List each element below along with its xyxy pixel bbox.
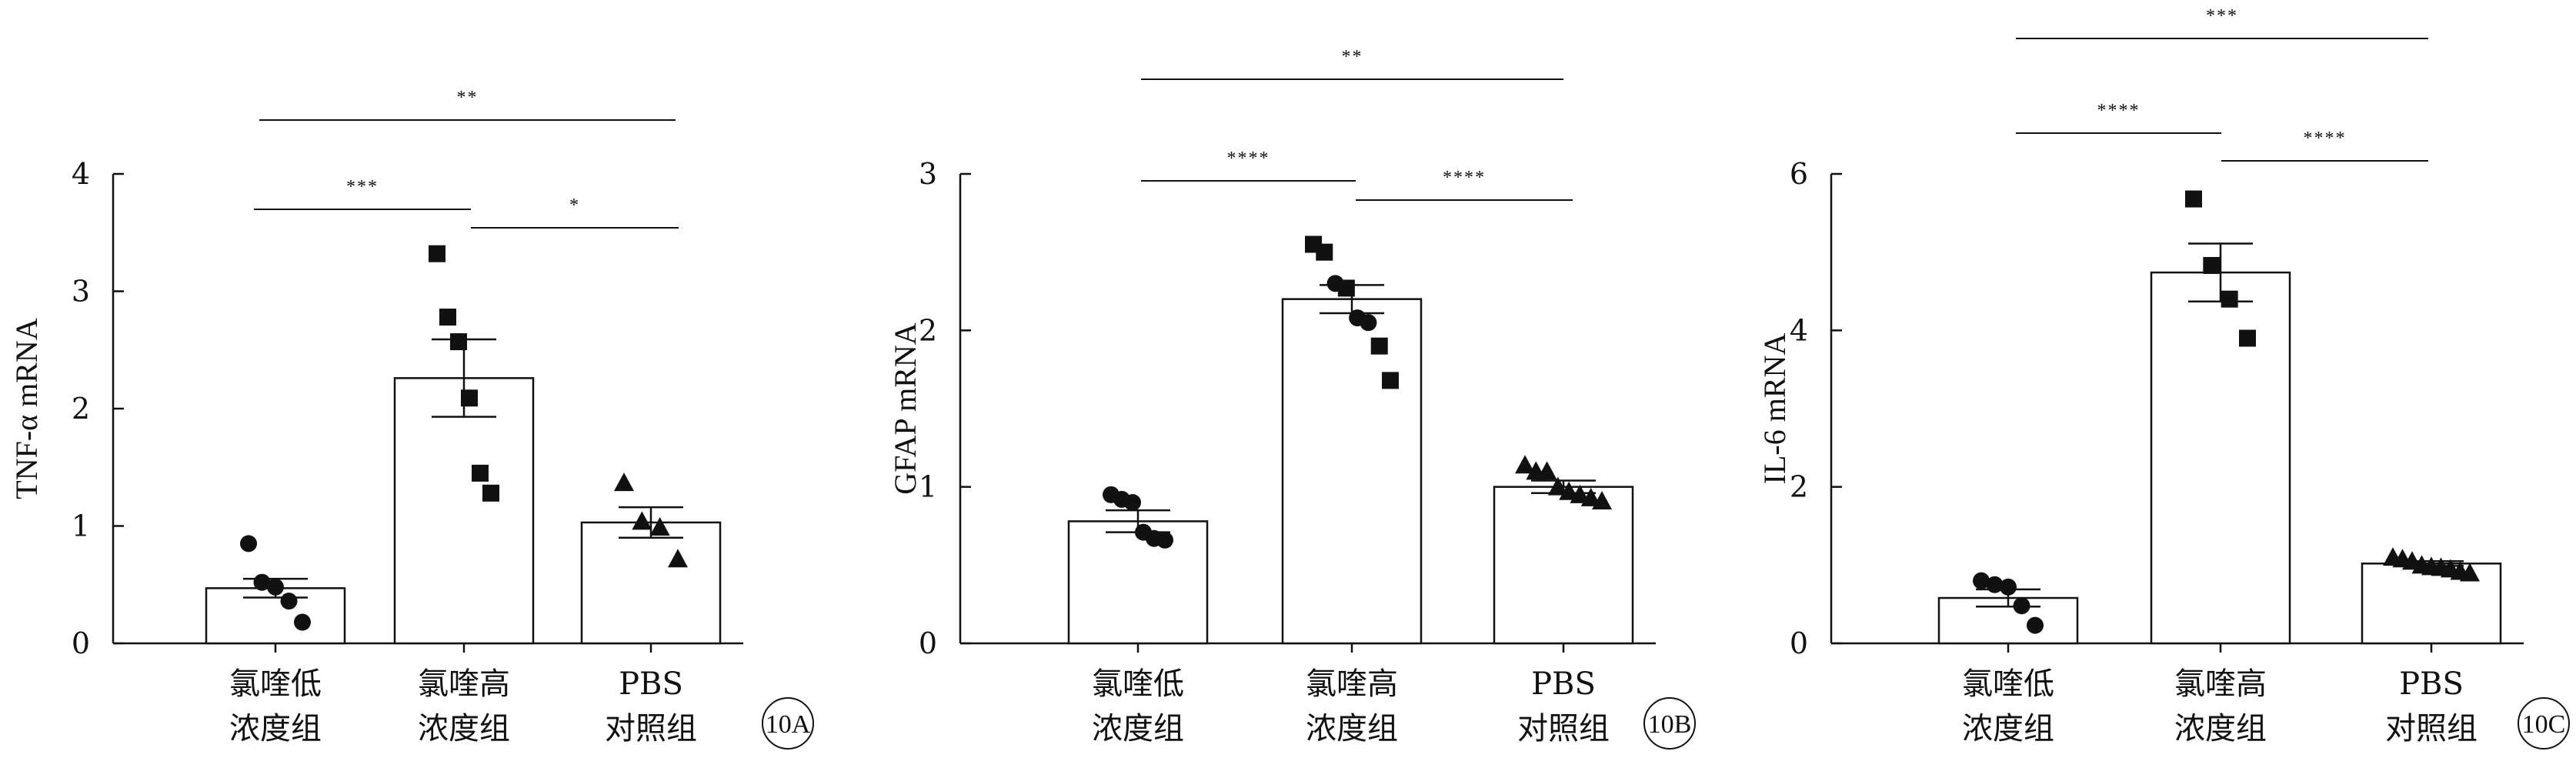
y-tick-label: 4 [1790, 313, 1808, 347]
y-tick-label: 0 [72, 626, 90, 660]
y-tick-label: 2 [72, 392, 90, 426]
x-category-label-line2: 浓度组 [1092, 711, 1184, 746]
data-point-triangle [649, 517, 670, 536]
data-point-circle [2000, 578, 2017, 596]
data-point-square [2185, 190, 2202, 208]
data-point-square [2221, 290, 2238, 308]
x-category-label-line2: 对照组 [1517, 711, 1610, 746]
data-point-triangle [1570, 484, 1590, 503]
x-category-label-line2: 浓度组 [1962, 711, 2054, 746]
data-point-circle [267, 578, 284, 596]
y-tick-label: 1 [919, 470, 937, 504]
panel-tag-label: 10A [766, 710, 811, 739]
panel-tag-label: 10C [2522, 710, 2566, 739]
y-tick-label: 3 [72, 275, 90, 309]
y-tick-label: 1 [72, 509, 90, 543]
x-category-label-line1: 氯喹低 [229, 666, 322, 702]
x-category-label-line1: PBS [619, 666, 683, 702]
x-category-label-line2: 浓度组 [229, 711, 322, 746]
data-point-triangle [632, 511, 652, 530]
x-category-label-line2: 对照组 [2385, 711, 2478, 746]
data-point-circle [253, 573, 271, 591]
data-point-triangle [1537, 461, 1557, 480]
data-point-triangle [1547, 476, 1568, 496]
y-tick-label: 3 [919, 157, 937, 191]
bar [2361, 563, 2502, 645]
significance-label: **** [2304, 129, 2347, 149]
data-point-triangle [1592, 490, 1612, 509]
data-point-circle [1156, 531, 1173, 549]
bar [1493, 486, 1634, 645]
y-tick-label: 0 [1790, 626, 1808, 660]
data-point-square [482, 484, 499, 502]
data-point-square [429, 245, 445, 262]
y-tick-label: 0 [919, 626, 937, 660]
data-point-triangle [1515, 455, 1535, 474]
panel-tag-label: 10B [1648, 710, 1692, 739]
significance-label: ** [457, 88, 479, 108]
x-category-label-line1: 氯喹低 [1962, 666, 2054, 702]
bar [1281, 298, 1423, 645]
y-tick-label: 2 [1790, 470, 1808, 504]
significance-label: **** [1227, 149, 1270, 169]
x-category-label-line1: 氯喹低 [1092, 666, 1184, 702]
x-category-label-line2: 浓度组 [1306, 711, 1398, 746]
data-point-circle [2027, 616, 2044, 634]
x-category-label-line2: 浓度组 [418, 711, 510, 746]
panel-tag-circle [2518, 697, 2570, 750]
y-axis-label: IL-6 mRNA [1757, 333, 1792, 485]
x-category-label-line1: PBS [1531, 666, 1596, 702]
y-tick-label: 4 [72, 157, 90, 191]
data-point-circle [280, 593, 298, 610]
data-point-square [439, 309, 456, 326]
data-point-triangle [668, 549, 688, 568]
y-tick-label: 6 [1790, 157, 1808, 191]
data-point-square [2203, 256, 2221, 274]
x-category-label-line1: PBS [2399, 666, 2464, 702]
data-point-square [1382, 372, 1399, 389]
x-category-label-line1: 氯喹高 [1306, 666, 1398, 702]
data-point-circle [1360, 314, 1377, 332]
data-point-circle [1986, 576, 2004, 593]
data-point-circle [240, 535, 257, 553]
data-point-circle [1124, 494, 1141, 511]
data-point-square [1370, 337, 1388, 355]
significance-label: **** [2097, 101, 2141, 121]
data-point-circle [2013, 597, 2030, 615]
data-point-triangle [614, 472, 634, 492]
bar [2150, 271, 2291, 645]
x-category-label-line2: 浓度组 [2174, 711, 2267, 746]
panel-tag-circle [762, 697, 814, 750]
significance-label: *** [2206, 6, 2238, 26]
bar [1067, 520, 1209, 645]
data-point-triangle [1580, 487, 1601, 506]
data-point-triangle [2460, 563, 2480, 582]
x-category-label-line1: 氯喹高 [418, 666, 510, 702]
significance-label: *** [346, 177, 379, 197]
x-category-label-line2: 对照组 [605, 711, 697, 746]
data-point-square [461, 389, 478, 407]
data-point-circle [1973, 572, 1990, 589]
y-axis-label: GFAP mRNA [888, 322, 923, 494]
panel-tag-circle [1643, 697, 1696, 750]
significance-label: ** [1342, 47, 1363, 67]
bar [393, 377, 535, 645]
significance-label: * [569, 195, 580, 215]
data-point-square [450, 333, 467, 351]
y-axis-label: TNF-α mRNA [9, 318, 44, 499]
data-point-square [1316, 243, 1333, 261]
data-point-triangle [1559, 481, 1580, 500]
x-category-label-line1: 氯喹高 [2174, 666, 2267, 702]
significance-label: **** [1443, 168, 1486, 188]
y-tick-label: 2 [919, 313, 937, 347]
bar [580, 521, 722, 645]
data-point-square [2239, 329, 2256, 347]
data-point-square [1337, 279, 1355, 297]
data-point-square [472, 464, 489, 482]
data-point-circle [294, 613, 311, 631]
